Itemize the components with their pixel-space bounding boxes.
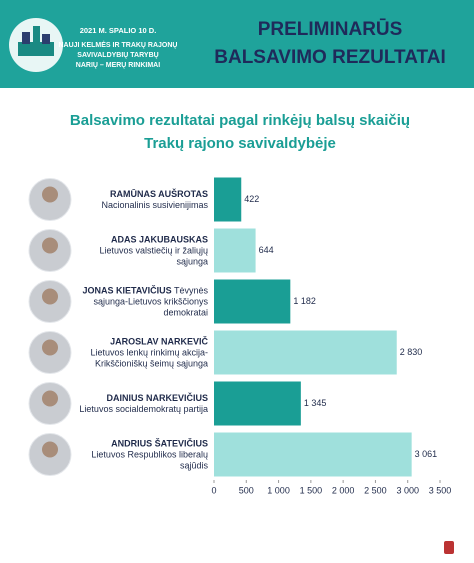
x-tick-label: 3 000: [396, 485, 419, 495]
header-title: BALSAVIMO REZULTATAI: [214, 47, 446, 68]
party-name: Tėvynės sąjunga-Lietuvos krikščionys dem…: [93, 285, 208, 317]
bar: [214, 228, 256, 273]
header-event: NARIŲ – MERŲ RINKIMAI: [76, 62, 160, 69]
chart-title: Trakų rajono savivaldybėje: [144, 135, 336, 152]
party-name: Lietuvos valstiečių ir žaliųjų sąjunga: [99, 245, 208, 266]
x-tick-label: 500: [239, 485, 254, 495]
category-label: JONAS KIETAVIČIUS Tėvynės sąjunga-Lietuv…: [78, 285, 208, 318]
candidate-photo-head: [42, 237, 58, 254]
candidate-photo-head: [42, 288, 58, 305]
candidate-photo-head: [42, 186, 58, 203]
x-tick-label: 3 500: [429, 485, 452, 495]
chart-title: Balsavimo rezultatai pagal rinkėjų balsų…: [70, 112, 410, 129]
header-event: NAUJI KELMĖS IR TRAKŲ RAJONŲ: [58, 41, 177, 49]
value-label: 1 182: [293, 296, 316, 306]
x-tick-label: 1 000: [267, 485, 290, 495]
party-name: Lietuvos Respublikos liberalų sąjūdis: [91, 449, 208, 470]
header-date: 2021 M. SPALIO 10 D.: [80, 26, 157, 35]
candidate-photo-head: [42, 390, 58, 407]
bar: [214, 381, 301, 426]
value-label: 1 345: [304, 398, 327, 408]
bar: [214, 432, 412, 477]
x-tick-label: 2 500: [364, 485, 387, 495]
bar: [214, 330, 397, 375]
candidate-name: ADAS JAKUBAUSKAS: [110, 234, 208, 244]
category-label: RAMŪNAS AUŠROTAS Nacionalinis susivienij…: [78, 189, 208, 211]
value-label: 3 061: [415, 449, 438, 459]
footer-logo: [444, 541, 454, 554]
bar: [214, 177, 242, 222]
category-label: DAINIUS NARKEVIČIUS Lietuvos socialdemok…: [78, 393, 208, 415]
value-label: 2 830: [400, 347, 423, 357]
value-label: 422: [244, 194, 259, 204]
header-title: PRELIMINARŪS: [258, 19, 403, 40]
candidate-photo-head: [42, 339, 58, 356]
candidate-name: ANDRIUS ŠATEVIČIUS: [111, 438, 208, 448]
x-tick-label: 2 000: [332, 485, 355, 495]
category-label: JAROSLAV NARKEVIČ Lietuvos lenkų rinkimų…: [78, 336, 208, 369]
party-name: Lietuvos lenkų rinkimų akcija-Krikščioni…: [90, 347, 208, 368]
value-label: 644: [259, 245, 274, 255]
party-name: Lietuvos socialdemokratų partija: [79, 403, 208, 414]
candidate-name: JAROSLAV NARKEVIČ: [110, 336, 208, 346]
party-name: Nacionalinis susivienijimas: [101, 199, 208, 210]
candidate-name: DAINIUS NARKEVIČIUS: [106, 392, 208, 403]
header-band: [0, 0, 474, 88]
candidate-name: RAMŪNAS AUŠROTAS: [110, 188, 208, 199]
category-label: ADAS JAKUBAUSKAS Lietuvos valstiečių ir …: [78, 234, 208, 267]
logo: [9, 18, 63, 72]
x-tick-label: 0: [211, 485, 216, 495]
candidate-name: JONAS KIETAVIČIUS: [82, 285, 172, 295]
x-tick-label: 1 500: [300, 485, 323, 495]
category-label: ANDRIUS ŠATEVIČIUS Lietuvos Respublikos …: [78, 438, 208, 471]
bar: [214, 279, 291, 324]
header-event: SAVIVALDYBIŲ TARYBŲ: [77, 52, 158, 59]
candidate-photo-head: [42, 441, 58, 458]
